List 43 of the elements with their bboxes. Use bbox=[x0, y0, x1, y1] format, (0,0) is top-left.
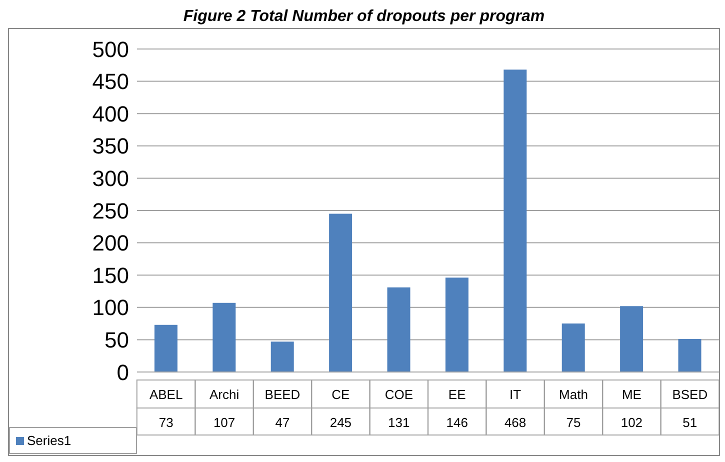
y-tick-label: 500 bbox=[92, 36, 129, 62]
y-tick-label: 50 bbox=[104, 328, 129, 353]
data-label: 73 bbox=[158, 415, 174, 430]
y-tick-label: 350 bbox=[92, 134, 129, 159]
data-label: 146 bbox=[446, 415, 468, 430]
y-tick-label: 250 bbox=[92, 198, 129, 224]
x-tick-label: Archi bbox=[209, 387, 240, 402]
chart-title: Figure 2 Total Number of dropouts per program bbox=[182, 8, 546, 27]
bar bbox=[562, 324, 585, 372]
data-label: 47 bbox=[275, 415, 290, 430]
y-tick-label: 450 bbox=[92, 69, 129, 94]
data-label: 51 bbox=[682, 415, 698, 430]
bar bbox=[445, 278, 468, 372]
bar bbox=[154, 324, 178, 372]
bar bbox=[270, 342, 294, 372]
bar bbox=[329, 214, 352, 372]
data-label: 102 bbox=[620, 415, 643, 430]
x-tick-label: CE bbox=[332, 387, 350, 402]
data-label: 245 bbox=[330, 415, 352, 430]
y-tick-label: 200 bbox=[92, 230, 129, 256]
x-tick-label: Math bbox=[559, 387, 588, 402]
y-tick-label: 150 bbox=[92, 262, 129, 288]
bar bbox=[387, 287, 410, 372]
y-tick-label: 400 bbox=[92, 101, 129, 126]
data-label: 131 bbox=[388, 415, 410, 430]
data-label: 75 bbox=[566, 415, 581, 430]
bar bbox=[212, 302, 236, 372]
y-tick-label: 0 bbox=[116, 360, 129, 385]
data-label: 468 bbox=[504, 415, 526, 430]
x-tick-label: ME bbox=[622, 387, 642, 402]
x-tick-label: BEED bbox=[264, 387, 300, 402]
data-label: 107 bbox=[213, 415, 236, 430]
bar bbox=[620, 306, 644, 372]
x-tick-label: IT bbox=[510, 387, 522, 402]
bar bbox=[504, 70, 527, 372]
x-tick-label: ABEL bbox=[149, 387, 183, 402]
y-tick-label: 100 bbox=[92, 295, 129, 320]
x-tick-label: BSED bbox=[672, 387, 708, 402]
x-tick-label: COE bbox=[384, 387, 414, 402]
bar bbox=[678, 339, 702, 372]
x-tick-label: EE bbox=[448, 387, 466, 402]
legend-label: Series1 bbox=[27, 433, 72, 448]
y-tick-label: 300 bbox=[92, 166, 129, 192]
